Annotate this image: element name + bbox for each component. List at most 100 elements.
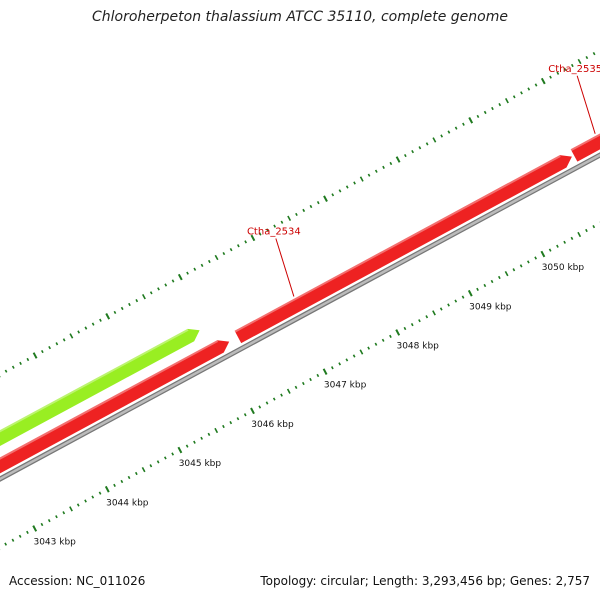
outer-tick bbox=[411, 150, 414, 154]
outer-tick bbox=[26, 357, 30, 362]
scale-tick bbox=[47, 519, 51, 523]
scale-tick bbox=[432, 310, 436, 316]
scale-tick bbox=[439, 307, 443, 311]
outer-tick bbox=[177, 273, 183, 281]
backbone-line bbox=[0, 153, 600, 481]
outer-tick bbox=[222, 252, 226, 256]
gene-ctha-2535-highlight bbox=[570, 133, 600, 152]
gene-red-left bbox=[0, 340, 230, 474]
gene-ctha-2534-label: Ctha_2534 bbox=[247, 226, 301, 237]
outer-tick bbox=[534, 83, 538, 87]
scale-tick bbox=[534, 256, 538, 260]
scale-tick bbox=[352, 354, 356, 358]
scale-tick bbox=[381, 338, 385, 342]
scale-tick bbox=[548, 248, 552, 252]
outer-tick bbox=[331, 193, 335, 197]
outer-tick bbox=[418, 146, 422, 150]
outer-tick bbox=[498, 103, 502, 107]
scale-tick bbox=[425, 315, 429, 319]
scale-tick bbox=[367, 346, 371, 350]
scale-tick bbox=[490, 279, 494, 284]
scale-tick bbox=[120, 479, 124, 484]
scale-tick bbox=[301, 381, 305, 386]
outer-tick bbox=[250, 234, 256, 242]
scale-tick bbox=[265, 401, 269, 405]
scale-tick bbox=[410, 323, 414, 327]
outer-tick bbox=[62, 338, 66, 342]
scale-tick bbox=[512, 268, 516, 272]
scale-tick bbox=[272, 397, 276, 401]
scale-tick bbox=[69, 506, 73, 512]
scale-tick bbox=[98, 491, 102, 495]
scale-tick bbox=[40, 522, 44, 527]
scale-label-3044: 3044 kbp bbox=[106, 498, 149, 508]
gene-red-left-highlight bbox=[0, 340, 219, 460]
outer-tick bbox=[353, 181, 356, 185]
outer-tick bbox=[258, 232, 262, 236]
outer-tick bbox=[32, 352, 38, 359]
outer-tick bbox=[592, 52, 596, 56]
scale-tick bbox=[32, 525, 38, 532]
outer-tick bbox=[359, 176, 364, 182]
scale-tick bbox=[467, 289, 473, 297]
scale-tick bbox=[62, 511, 66, 515]
scale-tick bbox=[330, 366, 334, 370]
outer-tick bbox=[193, 267, 197, 271]
outer-tick bbox=[483, 110, 487, 115]
outer-tick bbox=[504, 98, 509, 104]
outer-tick bbox=[273, 224, 277, 228]
outer-tick bbox=[105, 313, 111, 320]
gene-green-highlight bbox=[0, 328, 189, 433]
outer-tick bbox=[425, 142, 429, 146]
scale-tick bbox=[26, 530, 29, 534]
outer-tick bbox=[447, 130, 451, 134]
outer-tick bbox=[302, 208, 306, 213]
scale-tick bbox=[91, 495, 95, 499]
scale-ticks bbox=[0, 48, 600, 551]
outer-tick bbox=[141, 294, 146, 300]
outer-tick bbox=[149, 291, 153, 295]
outer-tick bbox=[570, 63, 574, 68]
outer-tick bbox=[520, 91, 523, 95]
scale-tick bbox=[294, 385, 298, 389]
scale-tick bbox=[127, 475, 131, 480]
scale-label-3049: 3049 kbp bbox=[469, 302, 512, 312]
gene-green bbox=[0, 328, 200, 447]
scale-tick bbox=[229, 421, 233, 425]
scale-tick bbox=[200, 436, 204, 440]
scale-label-3043: 3043 kbp bbox=[33, 538, 76, 548]
scale-tick bbox=[316, 373, 320, 378]
outer-tick bbox=[48, 346, 51, 350]
scale-tick bbox=[418, 319, 421, 323]
scale-tick bbox=[592, 225, 596, 229]
scale-tick bbox=[76, 503, 80, 507]
accession-text: Accession: NC_011026 bbox=[9, 574, 146, 588]
outer-tick bbox=[55, 342, 59, 346]
outer-tick bbox=[440, 134, 444, 138]
gene-ctha-2535-label-leader bbox=[576, 75, 596, 134]
scale-tick bbox=[193, 440, 196, 444]
outer-tick bbox=[338, 189, 342, 193]
scale-tick bbox=[113, 483, 116, 487]
outer-tick bbox=[4, 369, 8, 373]
outer-tick bbox=[577, 58, 582, 65]
outer-tick bbox=[295, 212, 298, 216]
outer-tick bbox=[540, 77, 546, 85]
outer-tick bbox=[19, 361, 22, 365]
scale-tick bbox=[104, 485, 110, 493]
gene-track bbox=[0, 133, 600, 474]
scale-tick bbox=[55, 515, 58, 519]
scale-tick bbox=[395, 329, 401, 336]
scale-tick bbox=[149, 464, 153, 468]
scale-tick bbox=[577, 231, 582, 238]
outer-tick bbox=[468, 117, 474, 124]
scale-label-3045: 3045 kbp bbox=[179, 459, 222, 469]
scale-tick bbox=[447, 303, 450, 307]
scale-tick bbox=[570, 236, 574, 240]
outer-tick bbox=[40, 350, 44, 354]
scale-tick bbox=[526, 260, 530, 264]
gene-ctha-2534-highlight bbox=[234, 155, 561, 333]
outer-tick bbox=[236, 244, 240, 248]
